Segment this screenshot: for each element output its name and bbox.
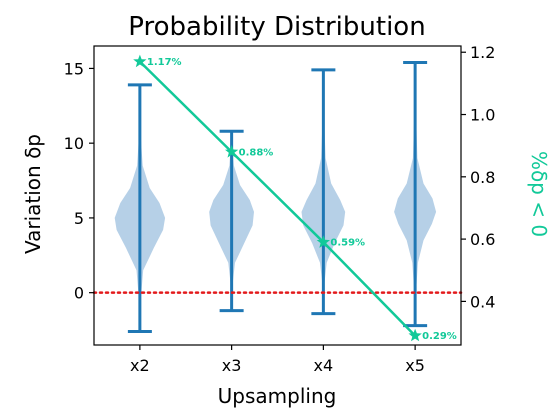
x-tick-label-x4: x4 [314, 356, 334, 375]
percent-label-x3: 0.88% [239, 147, 274, 158]
y2-axis-label: %δp < 0 [527, 151, 550, 237]
y2-tick-label-1: 1.0 [470, 106, 495, 125]
y-axis-label: Variation δp [21, 134, 45, 254]
percent-label-x4: 0.59% [330, 238, 365, 249]
chart-title: Probability Distribution [128, 12, 425, 42]
y-axis-ticks: 0 5 10 15 [64, 59, 94, 303]
x-tick-label-x2: x2 [130, 356, 150, 375]
x-tick-label-x5: x5 [405, 356, 425, 375]
x-axis-ticks: x2 x3 x4 x5 [130, 345, 425, 375]
y2-axis-ticks: 0.4 0.6 0.8 1.0 1.2 [461, 43, 495, 311]
x-axis-label: Upsampling [218, 384, 337, 408]
y-tick-label-5: 5 [74, 209, 84, 228]
y-tick-label-15: 15 [64, 59, 84, 78]
y2-tick-label-1.2: 1.2 [470, 43, 495, 62]
y2-tick-label-0.6: 0.6 [470, 230, 495, 249]
percent-marker-x4 [316, 235, 330, 248]
percent-marker-x2 [133, 54, 147, 68]
percent-line [139, 60, 416, 337]
violins-layer [114, 62, 437, 332]
x-tick-label-x3: x3 [222, 356, 242, 375]
percent-marker-x5 [408, 328, 422, 342]
y-tick-label-0: 0 [74, 284, 84, 303]
percent-marker-x3 [225, 144, 239, 158]
percent-line-series: 1.17% 0.88% 0.59% 0.29% [133, 54, 457, 342]
percent-label-x2: 1.17% [147, 57, 182, 68]
percent-label-x5: 0.29% [422, 331, 457, 342]
y2-tick-label-0.8: 0.8 [470, 168, 495, 187]
plot-frame [93, 45, 462, 346]
violin-range-bars [127, 60, 428, 334]
y-tick-label-10: 10 [64, 134, 84, 153]
y2-tick-label-0.4: 0.4 [470, 292, 495, 311]
